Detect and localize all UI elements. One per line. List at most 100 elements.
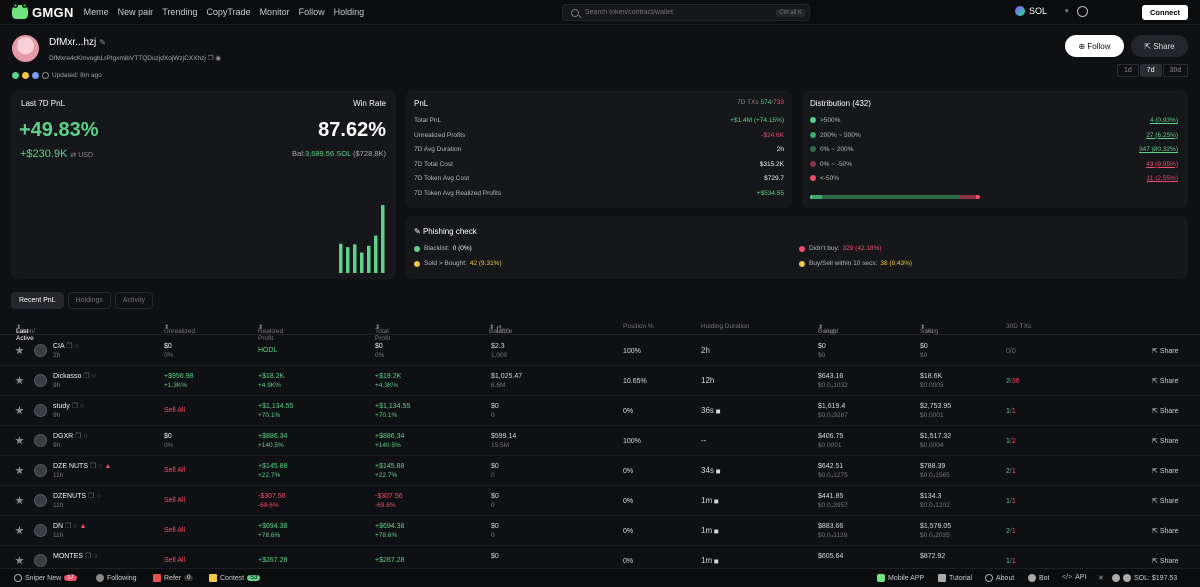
nav-new-pair[interactable]: New pair — [117, 7, 154, 17]
discord-icon[interactable] — [1112, 574, 1120, 582]
col-balance[interactable]: Balance ⬍ USD ⇄ — [489, 324, 513, 335]
favorite-star-icon[interactable] — [15, 406, 24, 415]
following-link[interactable]: Following — [96, 574, 137, 582]
tutorial-link[interactable]: Tutorial — [938, 574, 972, 582]
copy-icon[interactable]: ❐ — [82, 553, 92, 560]
share-button[interactable]: ⇱ Share — [1131, 35, 1188, 57]
period-7d[interactable]: 7d — [1139, 64, 1162, 77]
favorite-star-icon[interactable] — [15, 496, 24, 505]
token-name[interactable]: DZENUTS — [53, 493, 87, 500]
table-row[interactable]: study ❐ ○ 9h Sell All +$1,134.55 +70.1% +$1,1… — [0, 396, 1200, 426]
token-name[interactable]: CIA — [53, 343, 65, 350]
row-share-button[interactable]: ⇱ Share — [1152, 377, 1179, 385]
row-share-button[interactable]: ⇱ Share — [1152, 527, 1179, 535]
token-name[interactable]: study — [53, 403, 70, 410]
search-icon[interactable]: ○ — [71, 523, 78, 530]
copy-icon[interactable]: ❐ — [81, 373, 90, 380]
contest-link[interactable]: Contest S3 — [209, 574, 261, 582]
edit-pencil-icon[interactable]: ✎ — [99, 38, 106, 47]
col-bought[interactable]: Bought ⬍/Avg — [818, 324, 839, 335]
copy-icon[interactable]: ❐ — [69, 403, 78, 410]
nav-follow[interactable]: Follow — [298, 7, 325, 17]
copy-icon[interactable]: ❐ — [73, 433, 82, 440]
copy-icon[interactable]: ❐ — [64, 343, 73, 350]
token-name[interactable]: Dickasso — [53, 373, 82, 380]
nav-monitor[interactable]: Monitor — [259, 7, 290, 17]
favorite-star-icon[interactable] — [15, 466, 24, 475]
search-icon[interactable]: ○ — [94, 493, 101, 500]
nav-meme[interactable]: Meme — [83, 7, 109, 17]
about-link[interactable]: About — [985, 574, 1014, 582]
brand-logo[interactable]: GMGN — [12, 3, 74, 20]
col-sold[interactable]: Sold ⬍/Avg — [920, 324, 939, 335]
period-1d[interactable]: 1d — [1117, 64, 1139, 77]
favorite-star-icon[interactable] — [15, 436, 24, 445]
follow-button[interactable]: ⊕ Follow — [1065, 35, 1124, 57]
token-name[interactable]: DGXR — [53, 433, 74, 440]
period-30d[interactable]: 30d — [1162, 64, 1189, 77]
col-token[interactable]: Token/Last Active ⬍ — [16, 324, 36, 342]
search-icon[interactable]: ○ — [96, 463, 103, 470]
favorite-star-icon[interactable] — [15, 346, 24, 355]
unrealized-value[interactable]: Sell All — [164, 557, 186, 564]
distribution-value[interactable]: 347 (80.32%) — [1138, 146, 1178, 153]
copy-icon[interactable]: ❐ — [88, 463, 97, 470]
table-row[interactable]: DN ❐ ○ ▲ 11h Sell All +$694.38 +78.6% +$694.3… — [0, 516, 1200, 546]
distribution-value[interactable]: 27 (6.25%) — [1146, 131, 1178, 139]
row-share-button[interactable]: ⇱ Share — [1152, 467, 1179, 475]
col-unrealized[interactable]: Unrealized ⬍ — [164, 324, 196, 335]
distribution-value[interactable]: 4 (0.93%) — [1149, 117, 1178, 124]
mobile-app-link[interactable]: Mobile APP — [877, 574, 924, 582]
row-share-button[interactable]: ⇱ Share — [1152, 347, 1179, 355]
nav-copytrade[interactable]: CopyTrade — [206, 7, 251, 17]
unrealized-value[interactable]: Sell All — [164, 527, 186, 534]
table-row[interactable]: DGXR ❐ ○ 9h $0 0% +$886.34 +140.5% +$886.34 +14… — [0, 426, 1200, 456]
search-icon[interactable]: ○ — [91, 553, 98, 560]
scan-icon[interactable]: ◉ — [215, 55, 221, 62]
distribution-value[interactable]: 11 (2.55%) — [1146, 175, 1178, 182]
search-icon[interactable]: ○ — [89, 373, 96, 380]
unrealized-value[interactable]: Sell All — [164, 497, 186, 504]
usd-toggle[interactable]: ⇄ USD — [70, 152, 93, 159]
favorite-star-icon[interactable] — [15, 376, 24, 385]
token-name[interactable]: DN — [53, 523, 64, 530]
search-input[interactable] — [585, 9, 765, 16]
refer-link[interactable]: Refer 0 — [153, 574, 194, 582]
tab-activity[interactable]: Activity — [114, 292, 154, 309]
unrealized-value[interactable]: Sell All — [164, 407, 186, 414]
telegram-icon[interactable] — [1123, 574, 1131, 582]
distribution-value[interactable]: 43 (9.95%) — [1146, 160, 1178, 168]
favorite-star-icon[interactable] — [15, 556, 24, 565]
connect-button[interactable]: Connect — [1142, 5, 1188, 20]
settings-gear-icon[interactable] — [1077, 6, 1088, 17]
col-realized[interactable]: Realized Profit ⬍ — [258, 324, 284, 342]
x-twitter-icon[interactable]: ✕ — [1098, 575, 1104, 582]
tab-holdings[interactable]: Holdings — [67, 292, 111, 309]
table-row[interactable]: Dickasso ❐ ○ 9h +$956.98 +1.3K% +$18.2K +4.9K… — [0, 366, 1200, 396]
search-icon[interactable]: ○ — [81, 433, 88, 440]
table-row[interactable]: DZENUTS ❐ ○ 11h Sell All -$307.56 -69.6% -$30… — [0, 486, 1200, 516]
copy-icon[interactable]: ❐ — [86, 493, 95, 500]
tab-recent-pnl[interactable]: Recent PnL — [11, 292, 64, 309]
nav-holding[interactable]: Holding — [333, 7, 365, 17]
col-total[interactable]: Total Profit ⬍ — [375, 324, 391, 342]
col-last-active[interactable]: Last Active — [16, 328, 34, 342]
search-box[interactable]: Ctrl all K — [562, 4, 810, 21]
row-share-button[interactable]: ⇱ Share — [1152, 437, 1179, 445]
token-name[interactable]: DZE NUTS — [53, 463, 88, 470]
search-icon[interactable]: ○ — [77, 403, 85, 410]
row-share-button[interactable]: ⇱ Share — [1152, 407, 1179, 415]
sniper-new-link[interactable]: Sniper New 17 — [14, 574, 77, 582]
copy-icon[interactable]: ❐ — [63, 523, 72, 530]
token-name[interactable]: MONTES — [53, 553, 83, 560]
favorite-star-icon[interactable] — [15, 526, 24, 535]
table-row[interactable]: CIA ❐ ○ 2h $0 0% HODL $0 0% $2.3 1,000 100% 2h $0 $0… — [0, 336, 1200, 366]
row-share-button[interactable]: ⇱ Share — [1152, 557, 1179, 565]
table-row[interactable]: DZE NUTS ❐ ○ ▲ 11h Sell All +$145.88 +22.7% +… — [0, 456, 1200, 486]
bot-link[interactable]: Bot — [1028, 574, 1050, 582]
api-link[interactable]: </> API — [1062, 574, 1086, 581]
nav-trending[interactable]: Trending — [162, 7, 198, 17]
chain-selector[interactable]: SOL ▾ — [1015, 6, 1069, 16]
unrealized-value[interactable]: Sell All — [164, 467, 186, 474]
search-icon[interactable]: ○ — [72, 343, 79, 350]
